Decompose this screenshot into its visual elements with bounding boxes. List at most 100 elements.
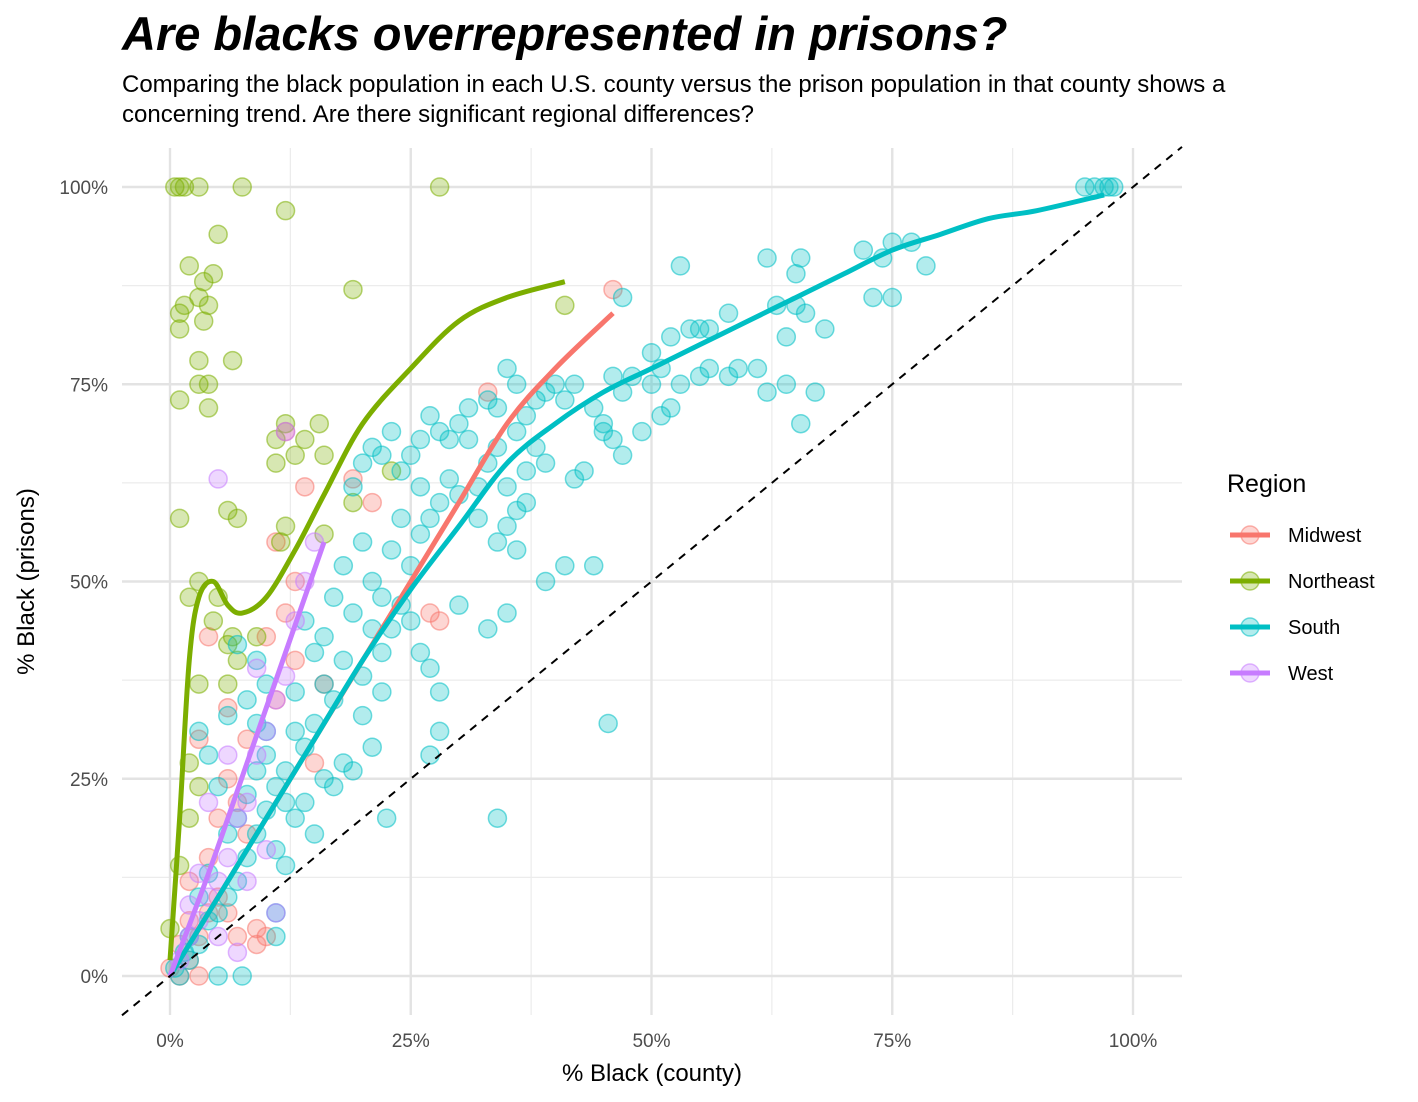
data-point-south (612, 445, 633, 466)
data-point-south (198, 745, 219, 765)
data-point-northeast (208, 224, 228, 245)
data-point-northeast (203, 264, 224, 284)
data-point-south (815, 319, 835, 339)
data-point-northeast (555, 295, 575, 316)
data-point-northeast (246, 626, 267, 647)
data-point-south (478, 619, 498, 639)
data-point-south (497, 477, 517, 497)
data-point-northeast (179, 808, 200, 828)
data-point-south (410, 642, 431, 663)
data-point-south (612, 287, 633, 308)
data-point-northeast (189, 776, 209, 797)
data-point-south (401, 445, 421, 466)
data-point-south (352, 705, 373, 726)
data-point-south (497, 603, 517, 623)
data-point-south (564, 374, 585, 394)
data-point-south (352, 453, 373, 473)
data-point-south (506, 540, 527, 560)
data-point-south (458, 429, 479, 450)
legend: Region Midwest Northeast South West (1227, 470, 1375, 685)
data-point-west (198, 792, 219, 813)
data-point-northeast (189, 350, 209, 371)
data-point-midwest (189, 729, 209, 750)
data-point-northeast (429, 177, 450, 197)
data-point-northeast (222, 350, 243, 371)
data-point-south (439, 469, 460, 489)
data-point-south (246, 761, 267, 781)
data-points (160, 177, 1124, 986)
data-point-south (757, 382, 777, 402)
data-point-northeast (343, 279, 363, 300)
data-point-south (372, 682, 392, 702)
data-point-west (218, 847, 238, 868)
data-point-northeast (343, 492, 363, 513)
data-point-south (237, 690, 257, 710)
data-point-south (728, 358, 748, 379)
legend-label-midwest: Midwest (1288, 525, 1362, 547)
data-point-south (555, 390, 575, 410)
data-point-south (661, 398, 681, 418)
x-tick-label: 25% (392, 1031, 430, 1052)
data-point-south (420, 406, 440, 426)
data-point-south (246, 650, 267, 671)
data-point-south (776, 374, 797, 394)
data-point-south (266, 926, 286, 947)
chart-title: Are blacks overrepresented in prisons? (122, 7, 1008, 60)
data-point-south (227, 634, 248, 655)
data-point-south (429, 682, 450, 702)
data-point-south (598, 713, 618, 734)
data-point-south (506, 374, 527, 394)
data-point-midwest (362, 492, 382, 513)
data-point-south (429, 721, 450, 742)
data-point-south (449, 595, 469, 615)
data-point-south (208, 966, 228, 986)
data-point-northeast (227, 508, 248, 529)
data-point-northeast (193, 311, 214, 331)
legend-label-south: South (1288, 617, 1340, 639)
data-point-south (487, 532, 508, 552)
data-point-south (882, 287, 902, 308)
data-point-south (410, 429, 431, 450)
data-point-midwest (266, 532, 286, 552)
data-point-west (227, 942, 248, 963)
data-point-south (285, 808, 305, 828)
data-point-south (791, 413, 811, 434)
data-point-south (497, 516, 517, 537)
data-point-south (535, 571, 556, 592)
data-point-south (916, 256, 936, 276)
data-point-midwest (295, 477, 315, 497)
data-point-south (285, 682, 305, 702)
data-point-south (670, 374, 691, 394)
data-point-south (314, 626, 334, 647)
data-point-south (506, 500, 527, 521)
data-point-south (429, 492, 450, 513)
trend-line-northeast (167, 279, 566, 961)
data-point-south (362, 571, 382, 592)
data-point-midwest (478, 382, 498, 402)
data-point-northeast (169, 855, 190, 876)
data-point-south (506, 421, 527, 442)
data-point-south (776, 327, 797, 347)
data-point-south (805, 382, 825, 402)
y-tick-label: 100% (59, 178, 108, 199)
data-point-west (218, 745, 238, 765)
data-point-south (275, 855, 296, 876)
y-axis-ticks: 0% 25% 50% 75% 100% (59, 178, 108, 988)
data-point-south (487, 808, 508, 828)
data-point-south (699, 358, 720, 379)
data-point-south (410, 524, 431, 544)
data-point-south (1099, 177, 1119, 197)
data-point-south (333, 650, 354, 671)
data-point-south (593, 413, 614, 434)
data-point-west (208, 469, 228, 489)
data-point-midwest (285, 650, 305, 671)
data-point-south (747, 358, 768, 379)
data-point-south (372, 642, 392, 663)
data-point-south (718, 303, 739, 323)
data-point-northeast (189, 374, 209, 394)
x-tick-label: 100% (1109, 1031, 1158, 1052)
data-point-northeast (218, 674, 238, 694)
data-point-west (256, 840, 277, 860)
chart-subtitle: Comparing the black population in each U… (122, 71, 1226, 128)
data-point-south (516, 461, 537, 481)
